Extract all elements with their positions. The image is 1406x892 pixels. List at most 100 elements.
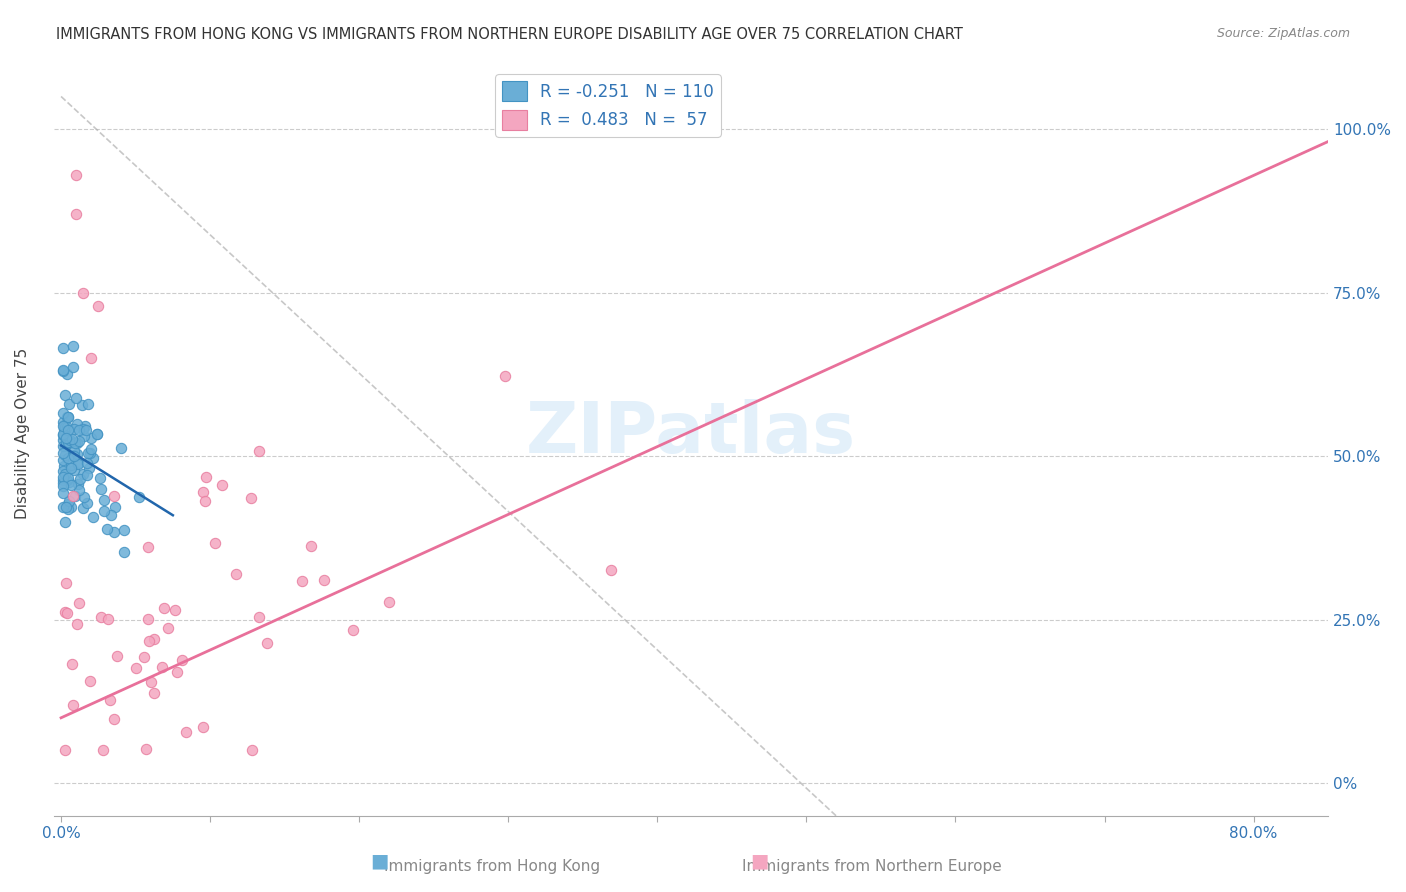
- Point: [63, 435, 86, 450]
- Point: [76, 467, 98, 482]
- Point: [73, 429, 96, 443]
- Point: [59, 461, 82, 475]
- Point: [65, 391, 87, 405]
- Point: [60, 657, 83, 672]
- Point: [76, 446, 98, 460]
- Point: [211, 478, 233, 492]
- Point: [56, 471, 79, 485]
- Point: [93, 493, 115, 508]
- Point: [174, 725, 197, 739]
- Point: [58, 409, 80, 424]
- Point: [51, 406, 73, 420]
- Point: [55, 575, 77, 590]
- Point: [56, 367, 79, 381]
- Point: [93, 504, 115, 518]
- Point: [80, 351, 103, 365]
- Point: [76, 397, 98, 411]
- Point: [56, 423, 79, 437]
- Point: [86, 427, 108, 442]
- Point: [69, 472, 91, 486]
- Point: [51, 341, 73, 355]
- Point: [52, 418, 75, 433]
- Point: [51, 486, 73, 500]
- Point: [72, 422, 94, 436]
- Point: [56, 451, 79, 466]
- Point: [51, 479, 73, 493]
- Point: [63, 422, 86, 436]
- Point: [80, 442, 103, 457]
- Text: ZIPatlas: ZIPatlas: [526, 399, 856, 467]
- Point: [63, 444, 86, 458]
- Point: [291, 574, 314, 588]
- Point: [53, 418, 76, 433]
- Point: [76, 457, 98, 471]
- Point: [62, 432, 84, 446]
- Point: [58, 397, 80, 411]
- Point: [299, 539, 322, 553]
- Point: [53, 388, 76, 402]
- Point: [52, 428, 75, 442]
- Point: [194, 493, 217, 508]
- Point: [82, 450, 104, 465]
- Point: [110, 441, 132, 455]
- Point: [55, 500, 77, 514]
- Point: [239, 491, 262, 505]
- Point: [60, 458, 83, 472]
- Point: [67, 596, 90, 610]
- Point: [72, 285, 94, 300]
- Point: [143, 632, 166, 647]
- Point: [75, 423, 97, 437]
- Point: [193, 720, 215, 734]
- Point: [204, 535, 226, 549]
- Point: [256, 636, 278, 650]
- Point: [62, 359, 84, 374]
- Point: [52, 415, 75, 429]
- Legend: R = -0.251   N = 110, R =  0.483   N =  57: R = -0.251 N = 110, R = 0.483 N = 57: [495, 74, 721, 136]
- Point: [240, 743, 263, 757]
- Point: [141, 674, 163, 689]
- Point: [86, 427, 108, 442]
- Point: [51, 363, 73, 377]
- Point: [66, 457, 89, 471]
- Point: [136, 541, 159, 555]
- Point: [60, 477, 83, 491]
- Point: [63, 448, 86, 462]
- Point: [100, 508, 122, 522]
- Point: [96, 522, 118, 536]
- Point: [62, 450, 84, 464]
- Point: [55, 409, 77, 424]
- Point: [166, 665, 188, 680]
- Point: [247, 610, 270, 624]
- Point: [163, 603, 186, 617]
- Point: [97, 612, 120, 626]
- Point: [72, 467, 94, 481]
- Point: [52, 470, 75, 484]
- Point: [103, 712, 125, 726]
- Point: [150, 660, 173, 674]
- Point: [51, 452, 73, 467]
- Point: [56, 473, 79, 487]
- Point: [170, 653, 193, 667]
- Point: [51, 446, 73, 460]
- Point: [56, 434, 79, 449]
- Point: [191, 485, 214, 500]
- Point: [51, 500, 73, 515]
- Point: [135, 742, 157, 756]
- Point: [67, 483, 90, 497]
- Text: Immigrants from Hong Kong: Immigrants from Hong Kong: [384, 859, 600, 874]
- Point: [53, 420, 76, 434]
- Point: [65, 168, 87, 182]
- Point: [132, 649, 155, 664]
- Point: [79, 673, 101, 688]
- Point: [53, 459, 76, 474]
- Point: [82, 510, 104, 524]
- Point: [56, 410, 79, 425]
- Point: [138, 633, 160, 648]
- Point: [55, 436, 77, 450]
- Point: [142, 686, 165, 700]
- Point: [87, 299, 110, 313]
- Point: [105, 648, 128, 663]
- Point: [91, 743, 114, 757]
- Point: [56, 420, 79, 434]
- Point: [136, 612, 159, 626]
